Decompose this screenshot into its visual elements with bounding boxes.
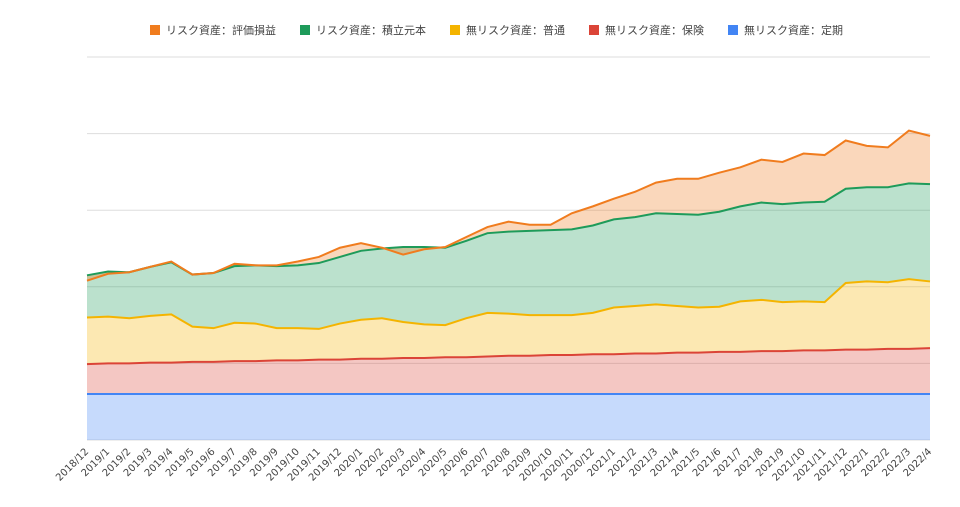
legend-label: 無リスク資産：保険 <box>605 23 704 37</box>
legend-swatch <box>728 25 738 35</box>
area <box>87 130 930 281</box>
legend-label: リスク資産：評価損益 <box>166 23 276 37</box>
legend-swatch <box>300 25 310 35</box>
area <box>87 183 930 329</box>
legend-label: 無リスク資産：普通 <box>466 23 565 37</box>
legend-swatch <box>589 25 599 35</box>
area <box>87 394 930 440</box>
legend-label: 無リスク資産：定期 <box>744 23 843 37</box>
line <box>86 347 931 366</box>
legend-swatch <box>450 25 460 35</box>
line <box>86 129 931 282</box>
area <box>87 279 930 365</box>
legend-swatch <box>150 25 160 35</box>
legend-label: リスク資産：積立元本 <box>316 23 426 37</box>
line <box>86 182 931 277</box>
area <box>87 348 930 395</box>
line <box>86 278 931 330</box>
